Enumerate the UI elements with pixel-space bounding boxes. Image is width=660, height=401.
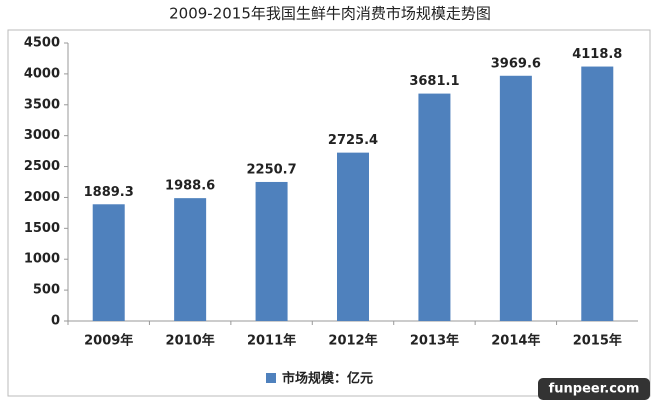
bar bbox=[92, 204, 125, 321]
value-label: 2725.4 bbox=[328, 133, 378, 148]
x-tick-label: 2011年 bbox=[247, 333, 296, 349]
x-tick-label: 2015年 bbox=[573, 333, 622, 349]
value-label: 2250.7 bbox=[246, 162, 296, 177]
chart-title: 2009-2015年我国生鲜牛肉消费市场规模走势图 bbox=[169, 5, 491, 23]
bar bbox=[499, 75, 532, 321]
y-tick-label: 4500 bbox=[24, 36, 60, 51]
y-tick-label: 3000 bbox=[24, 128, 60, 143]
legend-swatch bbox=[266, 373, 276, 383]
value-label: 4118.8 bbox=[572, 47, 622, 62]
bar bbox=[581, 66, 614, 322]
y-tick-label: 2000 bbox=[24, 190, 60, 205]
value-label: 3969.6 bbox=[491, 56, 541, 71]
bar bbox=[255, 181, 288, 321]
bar bbox=[418, 93, 451, 322]
y-tick-label: 1000 bbox=[24, 252, 60, 267]
bar bbox=[337, 152, 369, 321]
value-label: 1988.6 bbox=[165, 179, 215, 194]
y-tick-label: 500 bbox=[33, 283, 60, 298]
x-tick-label: 2009年 bbox=[84, 333, 133, 349]
y-tick-label: 1500 bbox=[24, 221, 60, 236]
watermark-box bbox=[538, 378, 650, 400]
watermark: funpeer.com bbox=[549, 382, 640, 397]
legend-label: 市场规模：亿元 bbox=[282, 371, 373, 387]
x-tick-label: 2014年 bbox=[491, 333, 540, 349]
y-tick-label: 4000 bbox=[24, 66, 60, 81]
bar bbox=[174, 198, 207, 321]
y-tick-label: 2500 bbox=[24, 159, 60, 174]
value-label: 1889.3 bbox=[84, 185, 134, 200]
value-label: 3681.1 bbox=[409, 74, 459, 89]
x-tick-label: 2012年 bbox=[328, 333, 377, 349]
x-tick-label: 2010年 bbox=[166, 333, 215, 349]
y-tick-label: 3500 bbox=[24, 97, 60, 112]
y-tick-label: 0 bbox=[51, 314, 60, 329]
x-tick-label: 2013年 bbox=[410, 333, 459, 349]
